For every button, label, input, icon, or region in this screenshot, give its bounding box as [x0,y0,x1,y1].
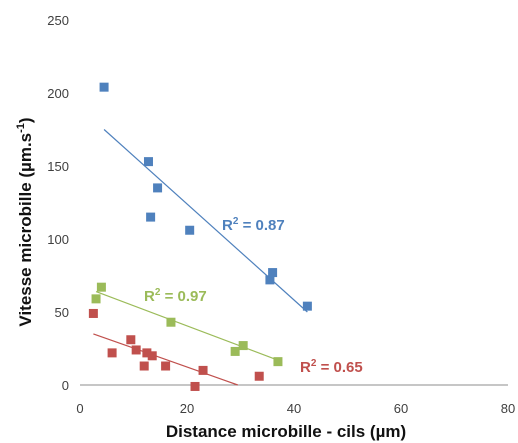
y-axis-title-superscript: -1 [15,123,27,133]
data-point [91,294,101,304]
r2-label-letter: R [300,359,311,376]
data-point [143,157,153,167]
x-tick-labels: 0 20 40 60 80 [76,401,515,416]
x-tick-label: 80 [501,401,515,416]
r2-label: R2 = 0.87 [222,216,285,234]
data-point [142,348,152,358]
data-point [273,357,283,367]
data-point [88,308,98,318]
x-tick-label: 60 [394,401,408,416]
trendlines [93,129,308,386]
data-point [161,361,171,371]
data-point [268,268,278,278]
y-tick-label: 200 [47,86,69,101]
y-axis-title-main: Vitesse microbille (µm.s [16,133,35,327]
r2-label-value: = 0.87 [238,217,284,234]
data-point [99,82,109,92]
data-point [96,282,106,292]
data-point [126,335,136,345]
r2-label-superscript: 2 [155,287,161,298]
y-tick-label: 50 [55,305,69,320]
r2-label-superscript: 2 [233,216,239,227]
data-points [88,82,312,391]
data-point [190,381,200,391]
data-point [147,351,157,361]
r2-label-value: = 0.65 [316,359,362,376]
r2-label-letter: R [144,288,155,305]
data-point [230,346,240,356]
data-point [254,371,264,381]
data-point [139,361,149,371]
r2-label-letter: R [222,217,233,234]
data-point [185,225,195,235]
x-tick-label: 40 [287,401,301,416]
x-tick-label: 0 [76,401,83,416]
x-axis-title: Distance microbille - cils (µm) [166,422,406,441]
trendline [93,333,239,386]
data-point [238,341,248,351]
y-tick-label: 100 [47,232,69,247]
x-tick-label: 20 [180,401,194,416]
r2-label-value: = 0.97 [160,288,206,305]
data-point [153,183,163,193]
data-point [131,345,141,355]
data-point [302,301,312,311]
y-tick-labels: 0 50 100 150 200 250 [47,13,69,393]
y-axis-title: Vitesse microbille (µm.s-1) [15,117,35,326]
r2-label-superscript: 2 [311,358,317,369]
r2-label: R2 = 0.97 [144,287,207,305]
data-point [107,348,117,358]
y-tick-label: 0 [62,378,69,393]
data-point [146,212,156,222]
data-point [265,275,275,285]
y-tick-label: 150 [47,159,69,174]
r2-label: R2 = 0.65 [300,358,363,376]
y-axis-title-end: ) [16,117,35,123]
y-tick-label: 250 [47,13,69,28]
data-point [198,365,208,375]
data-point [166,317,176,327]
